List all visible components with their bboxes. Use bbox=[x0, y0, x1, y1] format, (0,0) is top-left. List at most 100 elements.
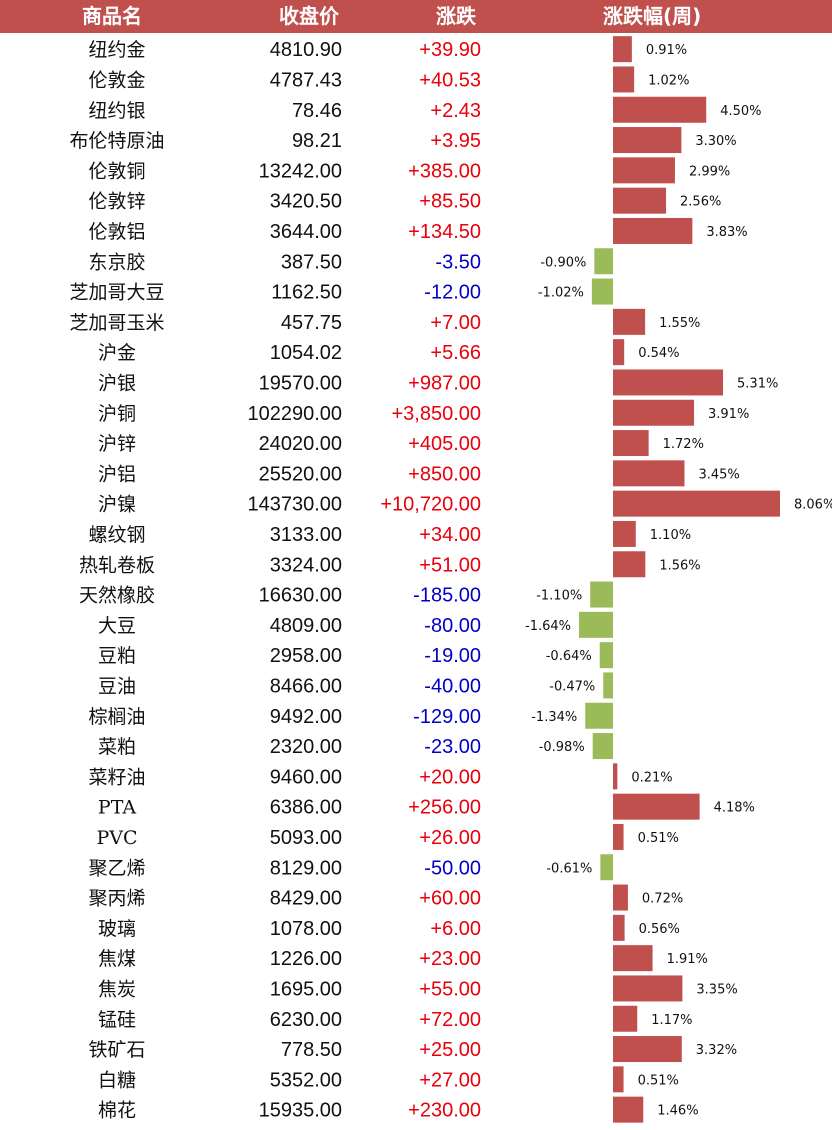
row-change: +3.95 bbox=[430, 130, 481, 152]
row-change: +20.00 bbox=[419, 766, 481, 788]
row-change: +39.90 bbox=[419, 39, 481, 61]
pct-label: 3.83% bbox=[706, 225, 747, 240]
row-change: +405.00 bbox=[408, 433, 481, 455]
row-name: 布伦特原油 bbox=[69, 130, 164, 152]
pct-bar bbox=[613, 430, 649, 457]
row-name: 豆油 bbox=[98, 675, 136, 697]
pct-label: 1.55% bbox=[659, 316, 700, 331]
row-change: +7.00 bbox=[430, 312, 481, 334]
row-change: +55.00 bbox=[419, 978, 481, 1000]
pct-label: 1.91% bbox=[667, 952, 708, 967]
row-name: 聚丙烯 bbox=[88, 888, 145, 910]
pct-label: 8.06% bbox=[794, 498, 832, 513]
row-change: +230.00 bbox=[408, 1100, 481, 1122]
pct-label: 3.30% bbox=[695, 134, 736, 149]
pct-label: -1.34% bbox=[531, 710, 577, 725]
row-name: 大豆 bbox=[98, 615, 136, 637]
row-close: 6230.00 bbox=[270, 1009, 342, 1031]
row-name: PVC bbox=[96, 827, 137, 849]
pct-bar bbox=[590, 581, 613, 608]
row-name: 聚乙烯 bbox=[88, 857, 145, 879]
pct-label: 1.46% bbox=[657, 1104, 698, 1119]
row-change: -185.00 bbox=[413, 585, 481, 607]
pct-label: 2.99% bbox=[689, 164, 730, 179]
row-close: 15935.00 bbox=[259, 1100, 342, 1122]
row-close: 3133.00 bbox=[270, 524, 342, 546]
row-close: 78.46 bbox=[292, 100, 342, 122]
pct-label: 0.72% bbox=[642, 892, 683, 907]
pct-bar bbox=[613, 369, 724, 396]
row-name: 东京胶 bbox=[88, 251, 145, 273]
pct-label: 1.10% bbox=[650, 528, 691, 543]
row-close: 25520.00 bbox=[259, 463, 342, 485]
row-change: +25.00 bbox=[419, 1039, 481, 1061]
pct-label: 0.21% bbox=[631, 770, 672, 785]
row-name: 伦敦铜 bbox=[88, 160, 145, 182]
row-change: +85.50 bbox=[419, 191, 481, 213]
row-close: 1695.00 bbox=[270, 978, 342, 1000]
row-change: -19.00 bbox=[424, 645, 481, 667]
pct-label: 1.17% bbox=[651, 1013, 692, 1028]
row-close: 8429.00 bbox=[270, 888, 342, 910]
row-close: 387.50 bbox=[281, 251, 342, 273]
row-close: 143730.00 bbox=[247, 494, 342, 516]
row-name: 豆粕 bbox=[98, 645, 136, 667]
pct-bar bbox=[613, 96, 707, 123]
row-close: 4810.90 bbox=[270, 39, 342, 61]
pct-bar bbox=[599, 642, 613, 669]
pct-bar bbox=[613, 36, 632, 63]
pct-label: -0.61% bbox=[546, 861, 592, 876]
row-name: 白糖 bbox=[98, 1069, 136, 1091]
row-change: +40.53 bbox=[419, 69, 481, 91]
row-name: 棉花 bbox=[98, 1100, 136, 1122]
pct-bar bbox=[591, 278, 613, 305]
row-close: 8466.00 bbox=[270, 675, 342, 697]
pct-label: 0.51% bbox=[638, 1073, 679, 1088]
row-name: 铁矿石 bbox=[88, 1039, 145, 1061]
table-header: 商品名 收盘价 涨跌 涨跌幅(周) bbox=[0, 0, 832, 33]
pct-bar bbox=[613, 884, 628, 911]
row-name: 沪银 bbox=[98, 372, 136, 394]
pct-bar bbox=[613, 339, 625, 366]
pct-label: 2.56% bbox=[680, 195, 721, 210]
row-change: -50.00 bbox=[424, 857, 481, 879]
pct-bar bbox=[594, 248, 613, 275]
row-change: +2.43 bbox=[430, 100, 481, 122]
pct-label: 1.56% bbox=[659, 558, 700, 573]
header-pct: 涨跌幅(周) bbox=[603, 4, 702, 28]
pct-bar bbox=[613, 823, 624, 850]
row-name: 螺纹钢 bbox=[88, 524, 145, 546]
pct-bar bbox=[613, 308, 646, 335]
pct-bar bbox=[600, 854, 613, 881]
pct-label: 0.56% bbox=[639, 922, 680, 937]
row-close: 1078.00 bbox=[270, 918, 342, 940]
row-change: +850.00 bbox=[408, 463, 481, 485]
row-name: 伦敦铝 bbox=[88, 221, 145, 243]
header-name: 商品名 bbox=[82, 4, 142, 28]
header-change: 涨跌 bbox=[436, 4, 476, 28]
row-name: 棕榈油 bbox=[88, 706, 145, 728]
pct-bar bbox=[613, 1066, 624, 1093]
row-change: -129.00 bbox=[413, 706, 481, 728]
pct-label: -0.98% bbox=[539, 740, 585, 755]
row-close: 1226.00 bbox=[270, 948, 342, 970]
pct-label: 0.51% bbox=[638, 831, 679, 846]
row-close: 2320.00 bbox=[270, 736, 342, 758]
pct-label: -0.64% bbox=[546, 649, 592, 664]
pct-bar bbox=[613, 157, 675, 184]
pct-bar bbox=[613, 793, 700, 820]
pct-label: 3.45% bbox=[698, 467, 739, 482]
pct-label: 0.91% bbox=[646, 43, 687, 58]
pct-label: -0.47% bbox=[549, 679, 595, 694]
row-name: 沪铜 bbox=[98, 403, 136, 425]
row-change: +134.50 bbox=[408, 221, 481, 243]
pct-label: -1.64% bbox=[525, 619, 571, 634]
row-name: 锰硅 bbox=[98, 1009, 136, 1031]
row-change: +23.00 bbox=[419, 948, 481, 970]
pct-bar bbox=[613, 460, 685, 487]
pct-bar bbox=[613, 1036, 682, 1063]
row-close: 457.75 bbox=[281, 312, 342, 334]
row-close: 9492.00 bbox=[270, 706, 342, 728]
pct-bar bbox=[579, 611, 613, 638]
